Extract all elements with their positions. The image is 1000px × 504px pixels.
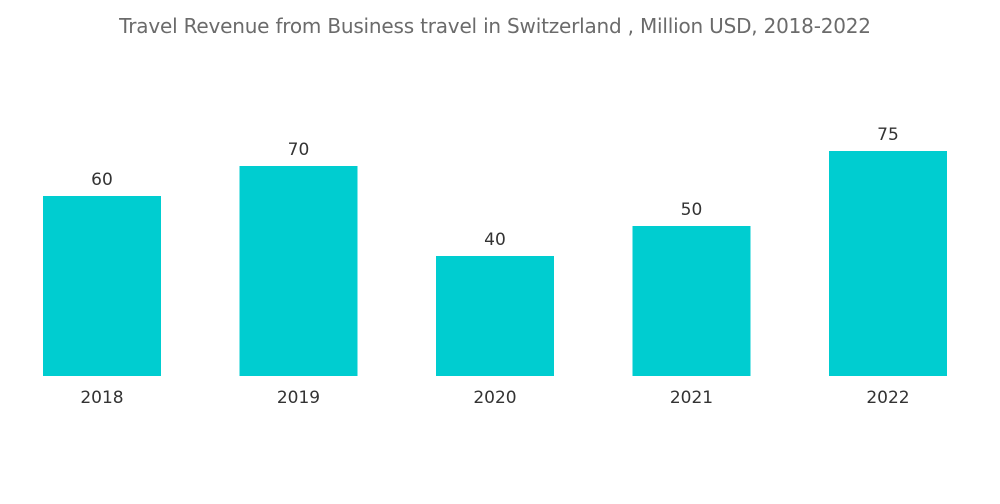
x-tick-label-2019: 2019: [277, 388, 320, 408]
bars-group: [43, 151, 947, 376]
value-label-2019: 70: [288, 140, 310, 160]
value-labels-group: 60 70 40 50 75: [91, 125, 899, 250]
value-label-2021: 50: [681, 200, 703, 220]
value-label-2022: 75: [877, 125, 899, 145]
value-label-2020: 40: [484, 230, 506, 250]
x-tick-label-2022: 2022: [866, 388, 909, 408]
x-tick-label-2021: 2021: [670, 388, 713, 408]
x-tick-labels-group: 2018 2019 2020 2021 2022: [80, 388, 909, 408]
bar-2019: [239, 166, 358, 376]
chart-title: Travel Revenue from Business travel in S…: [119, 14, 871, 38]
x-tick-label-2020: 2020: [473, 388, 516, 408]
bar-2022: [829, 151, 947, 376]
value-label-2018: 60: [91, 170, 113, 190]
bar-2018: [43, 196, 161, 376]
x-tick-label-2018: 2018: [80, 388, 123, 408]
bar-2021: [632, 226, 751, 376]
bar-2020: [436, 256, 554, 376]
